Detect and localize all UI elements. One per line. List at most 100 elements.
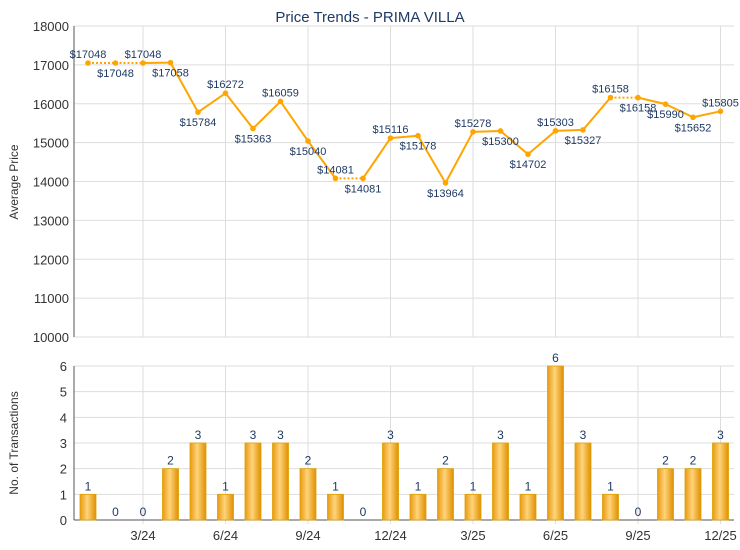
count-bar: [519, 493, 537, 521]
count-data-label: 3: [277, 428, 284, 442]
price-data-label: $14081: [317, 164, 354, 176]
count-data-label: 0: [635, 505, 642, 519]
count-bar: [492, 442, 509, 521]
count-bar: [217, 493, 234, 521]
x-tick-label: 3/24: [130, 528, 155, 543]
count-y-tick: 1: [60, 487, 67, 502]
price-point: [525, 151, 531, 158]
count-data-label: 2: [690, 454, 697, 468]
price-point: [112, 60, 119, 66]
price-point: [85, 60, 91, 66]
count-data-label: 2: [305, 454, 312, 468]
price-data-label: $14081: [345, 183, 382, 195]
price-point: [222, 90, 229, 96]
chart-title: Price Trends - PRIMA VILLA: [275, 9, 464, 26]
price-point: [690, 114, 696, 121]
price-line-segment: [197, 92, 227, 113]
price-y-tick: 17000: [33, 58, 69, 73]
count-bar: [437, 468, 454, 521]
price-line-segment: [252, 100, 282, 130]
price-line-segment: [279, 100, 309, 142]
count-bar: [547, 365, 564, 521]
price-line-segment: [637, 96, 666, 106]
count-data-label: 1: [332, 479, 339, 493]
count-bar: [712, 442, 729, 521]
x-tick-label: 6/24: [213, 528, 238, 543]
price-point: [552, 128, 559, 134]
price-data-label: $17058: [152, 68, 189, 80]
price-point: [442, 180, 449, 186]
count-y-label: No. of Transactions: [7, 391, 21, 494]
price-point: [277, 98, 284, 105]
count-y-tick: 5: [60, 385, 67, 400]
price-line-segment: [665, 103, 694, 119]
price-point: [607, 94, 614, 101]
count-bar: [79, 493, 97, 521]
price-point: [305, 138, 311, 144]
price-data-label: $17048: [125, 49, 162, 61]
x-tick-label: 9/24: [295, 528, 320, 543]
price-y-tick: 13000: [33, 213, 69, 228]
price-line-segment: [499, 130, 529, 155]
count-data-label: 0: [140, 505, 147, 519]
count-bar: [602, 493, 619, 521]
price-data-label: $13964: [427, 188, 464, 200]
price-y-tick: 18000: [33, 19, 69, 34]
count-data-label: 1: [470, 479, 477, 493]
price-data-label: $17048: [97, 68, 134, 80]
price-line-segment: [169, 62, 199, 113]
price-data-label: $16158: [592, 84, 629, 96]
count-data-label: 1: [525, 479, 532, 493]
price-line-segment: [444, 131, 474, 184]
count-bar: [299, 468, 317, 521]
price-data-label: $15278: [455, 118, 492, 130]
price-point: [470, 129, 476, 135]
count-data-label: 2: [442, 454, 449, 468]
price-line-segment: [224, 92, 254, 130]
count-data-label: 3: [195, 428, 202, 442]
price-point: [360, 175, 366, 182]
price-data-label: $15116: [373, 124, 409, 136]
price-point: [195, 109, 201, 115]
price-point: [332, 175, 339, 182]
price-data-label: $14702: [510, 159, 547, 171]
price-data-label: $16059: [262, 87, 299, 99]
count-data-label: 3: [387, 428, 394, 442]
count-data-label: 0: [112, 505, 119, 519]
count-data-label: 3: [580, 428, 587, 442]
price-line-segment: [555, 128, 584, 132]
x-tick-label: 12/24: [374, 528, 407, 543]
price-point: [635, 94, 641, 101]
price-line-segment: [362, 137, 392, 179]
price-point: [662, 101, 669, 107]
count-bar: [574, 442, 592, 521]
price-point: [717, 108, 724, 115]
price-data-label: $15652: [675, 122, 712, 134]
price-y-tick: 10000: [33, 330, 69, 345]
count-bar: [409, 493, 427, 521]
price-point: [167, 59, 174, 66]
price-line-segment: [417, 135, 447, 184]
count-data-label: 2: [167, 454, 174, 468]
price-data-label: $15300: [482, 136, 519, 148]
count-bar: [244, 442, 262, 521]
price-point: [387, 135, 394, 141]
price-data-label: $15363: [235, 134, 272, 146]
count-bar: [327, 493, 344, 521]
price-point: [250, 125, 256, 132]
count-data-label: 0: [360, 505, 367, 519]
count-data-label: 3: [250, 428, 257, 442]
count-data-label: 3: [497, 428, 504, 442]
price-line-segment: [692, 110, 721, 119]
price-y-tick: 14000: [33, 175, 69, 190]
price-y-label: Average Price: [7, 144, 21, 219]
price-point: [140, 60, 146, 66]
price-point: [415, 132, 421, 139]
price-line-segment: [527, 130, 557, 155]
price-data-label: $15178: [400, 141, 437, 153]
x-tick-label: 9/25: [625, 528, 650, 543]
count-y-tick: 4: [60, 410, 67, 425]
price-line-segment: [472, 129, 501, 133]
